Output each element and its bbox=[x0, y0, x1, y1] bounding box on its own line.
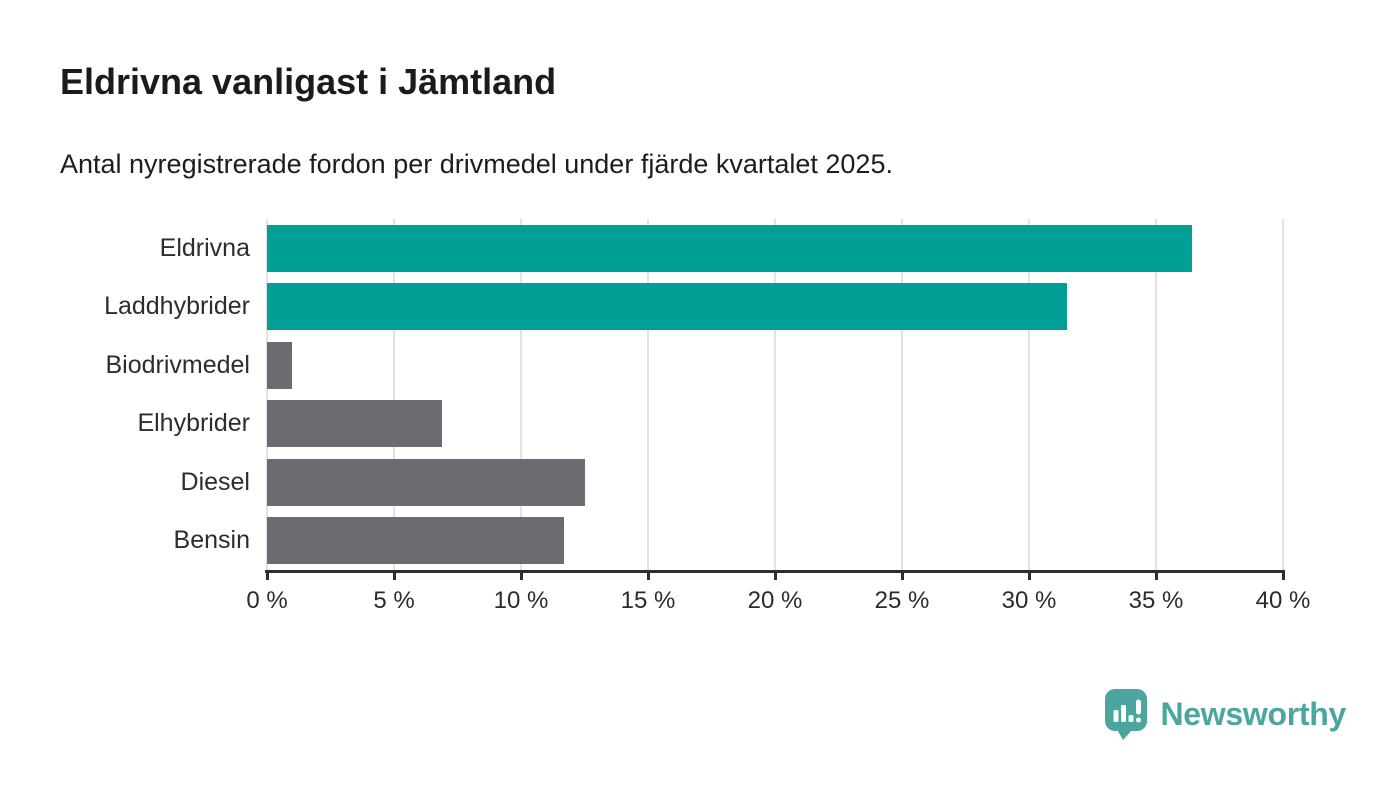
gridline-15 bbox=[647, 219, 649, 570]
x-tick-label-20: 20 % bbox=[747, 587, 803, 614]
x-tick-10 bbox=[519, 572, 523, 580]
bar-bensin bbox=[267, 517, 565, 565]
x-tick-label-25: 25 % bbox=[874, 587, 930, 614]
gridline-30 bbox=[1028, 219, 1030, 570]
x-tick-5 bbox=[392, 572, 396, 580]
category-label-bensin: Bensin bbox=[173, 526, 250, 555]
category-axis: Eldrivna Laddhybrider Biodrivmedel Elhybrid… bbox=[0, 219, 250, 570]
category-label-laddhybrider: Laddhybrider bbox=[104, 292, 250, 321]
x-tick-15 bbox=[646, 572, 650, 580]
gridline-0 bbox=[266, 219, 268, 570]
x-tick-label-15: 15 % bbox=[620, 587, 676, 614]
chart-title: Eldrivna vanligast i Jämtland bbox=[60, 61, 557, 102]
bar-diesel bbox=[267, 458, 585, 506]
plot-area bbox=[266, 219, 1284, 570]
gridline-40 bbox=[1282, 219, 1284, 570]
chart-subtitle: Antal nyregistrerade fordon per drivmede… bbox=[60, 149, 893, 179]
gridline-35 bbox=[1155, 219, 1157, 570]
category-label-eldrivna: Eldrivna bbox=[159, 233, 250, 262]
category-label-diesel: Diesel bbox=[180, 467, 250, 496]
category-label-elhybrider: Elhybrider bbox=[137, 409, 250, 438]
bar-laddhybrider bbox=[267, 283, 1068, 331]
x-tick-30 bbox=[1027, 572, 1031, 580]
bar-elhybrider bbox=[267, 400, 443, 448]
gridline-5 bbox=[393, 219, 395, 570]
x-tick-0 bbox=[265, 572, 269, 580]
x-tick-label-35: 35 % bbox=[1128, 587, 1184, 614]
bar-biodrivmedel bbox=[267, 341, 293, 389]
x-tick-label-10: 10 % bbox=[493, 587, 549, 614]
bar-eldrivna bbox=[267, 224, 1192, 272]
category-label-biodrivmedel: Biodrivmedel bbox=[105, 350, 250, 379]
newsworthy-logo: Newsworthy bbox=[1104, 688, 1347, 740]
gridline-20 bbox=[774, 219, 776, 570]
gridline-25 bbox=[901, 219, 903, 570]
x-tick-label-0: 0 % bbox=[246, 587, 288, 614]
newsworthy-icon bbox=[1104, 689, 1147, 740]
x-tick-label-40: 40 % bbox=[1255, 587, 1311, 614]
brand-name: Newsworthy bbox=[1160, 695, 1347, 732]
x-tick-35 bbox=[1154, 572, 1158, 580]
x-axis-line bbox=[265, 570, 1285, 573]
gridline-10 bbox=[520, 219, 522, 570]
x-tick-label-30: 30 % bbox=[1001, 587, 1057, 614]
x-tick-25 bbox=[900, 572, 904, 580]
x-tick-label-5: 5 % bbox=[373, 587, 415, 614]
x-tick-40 bbox=[1281, 572, 1285, 580]
x-tick-20 bbox=[773, 572, 777, 580]
